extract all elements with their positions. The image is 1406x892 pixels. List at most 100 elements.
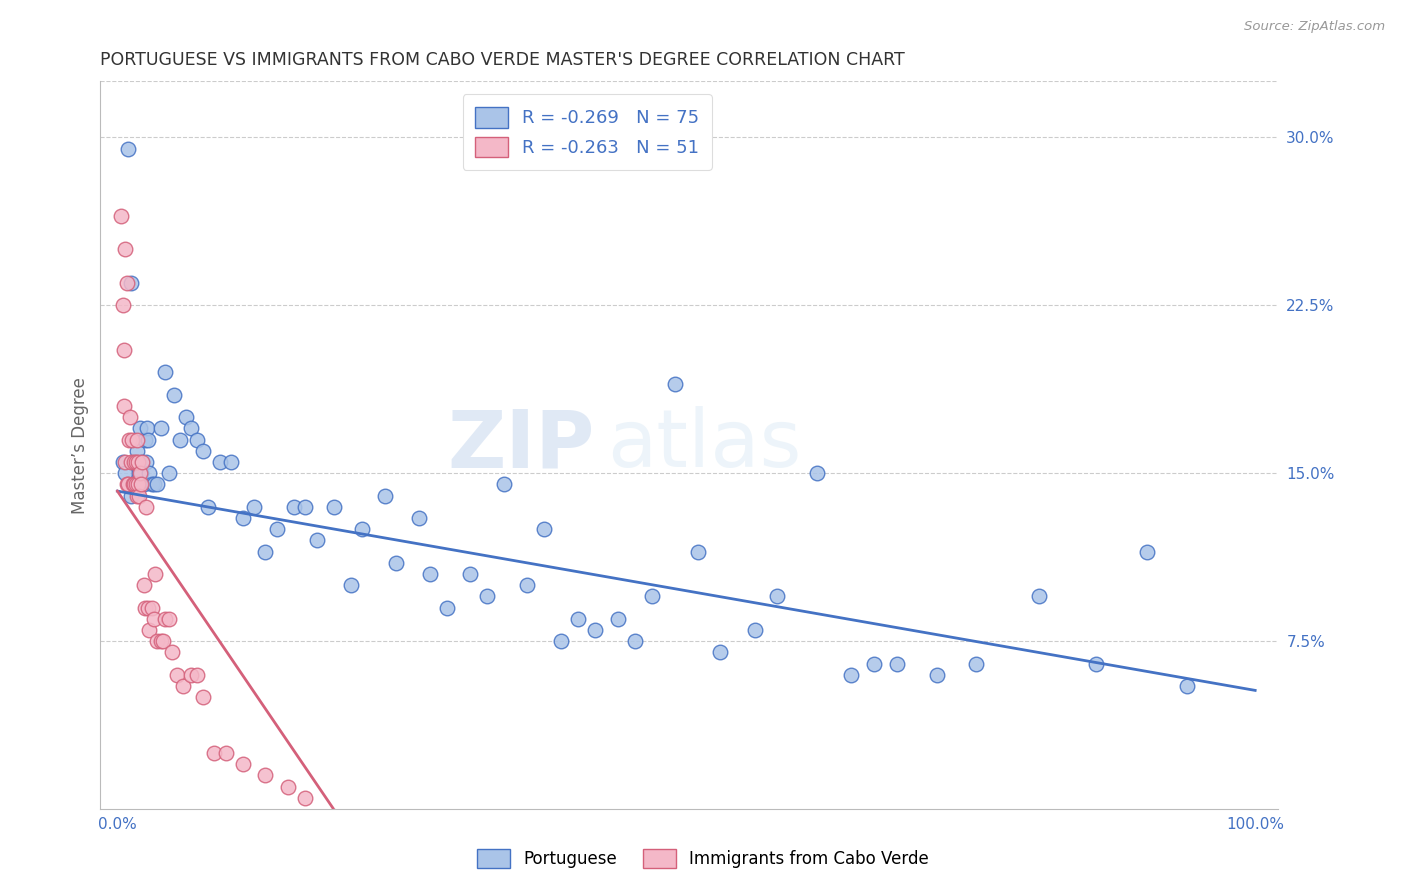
Point: [131, 455, 153, 469]
Point: [127, 477, 149, 491]
Point: [142, 612, 165, 626]
Point: [157, 466, 180, 480]
Point: [202, 746, 225, 760]
Point: [138, 623, 160, 637]
Point: [132, 477, 155, 491]
Point: [129, 466, 152, 480]
Point: [157, 612, 180, 626]
Point: [863, 657, 886, 671]
Legend: Portuguese, Immigrants from Cabo Verde: Portuguese, Immigrants from Cabo Verde: [471, 842, 935, 875]
Point: [125, 443, 148, 458]
Point: [131, 477, 153, 491]
Point: [374, 489, 396, 503]
Point: [232, 757, 254, 772]
Point: [129, 421, 152, 435]
Point: [128, 489, 150, 503]
Point: [567, 612, 589, 626]
Point: [118, 410, 141, 425]
Point: [114, 466, 136, 480]
Point: [118, 433, 141, 447]
Point: [458, 566, 481, 581]
Point: [214, 746, 236, 760]
Point: [180, 667, 202, 681]
Point: [124, 455, 146, 469]
Point: [121, 433, 143, 447]
Point: [174, 410, 197, 425]
Point: [138, 466, 160, 480]
Point: [266, 522, 288, 536]
Point: [408, 511, 430, 525]
Point: [136, 433, 159, 447]
Y-axis label: Master’s Degree: Master’s Degree: [72, 376, 89, 514]
Text: ZIP: ZIP: [447, 406, 595, 484]
Point: [160, 645, 183, 659]
Point: [134, 433, 156, 447]
Point: [169, 433, 191, 447]
Point: [583, 623, 606, 637]
Legend: R = -0.269   N = 75, R = -0.263   N = 51: R = -0.269 N = 75, R = -0.263 N = 51: [463, 94, 711, 170]
Point: [143, 566, 166, 581]
Point: [494, 477, 516, 491]
Point: [641, 590, 664, 604]
Point: [146, 634, 169, 648]
Point: [744, 623, 766, 637]
Point: [709, 645, 731, 659]
Point: [516, 578, 538, 592]
Point: [149, 634, 172, 648]
Point: [112, 298, 135, 312]
Point: [125, 433, 148, 447]
Point: [208, 455, 231, 469]
Point: [153, 612, 176, 626]
Point: [163, 388, 186, 402]
Point: [419, 566, 441, 581]
Point: [132, 578, 155, 592]
Point: [135, 500, 157, 514]
Point: [766, 590, 789, 604]
Point: [180, 421, 202, 435]
Point: [191, 443, 214, 458]
Point: [136, 600, 159, 615]
Point: [149, 421, 172, 435]
Point: [146, 477, 169, 491]
Point: [624, 634, 647, 648]
Point: [141, 600, 163, 615]
Point: [152, 634, 174, 648]
Point: [305, 533, 328, 548]
Point: [550, 634, 572, 648]
Point: [117, 142, 139, 156]
Point: [686, 544, 709, 558]
Point: [1028, 590, 1050, 604]
Point: [191, 690, 214, 705]
Point: [186, 667, 208, 681]
Point: [186, 433, 208, 447]
Point: [254, 768, 277, 782]
Point: [115, 477, 138, 491]
Point: [172, 679, 194, 693]
Text: Source: ZipAtlas.com: Source: ZipAtlas.com: [1244, 20, 1385, 33]
Point: [283, 500, 305, 514]
Point: [1136, 544, 1159, 558]
Point: [136, 421, 159, 435]
Point: [254, 544, 277, 558]
Point: [607, 612, 630, 626]
Point: [134, 600, 156, 615]
Point: [135, 455, 157, 469]
Point: [277, 780, 299, 794]
Point: [232, 511, 254, 525]
Point: [131, 455, 153, 469]
Point: [322, 500, 344, 514]
Point: [114, 242, 136, 256]
Point: [117, 477, 139, 491]
Point: [127, 477, 149, 491]
Point: [294, 790, 316, 805]
Point: [128, 466, 150, 480]
Point: [965, 657, 987, 671]
Point: [112, 343, 135, 357]
Text: PORTUGUESE VS IMMIGRANTS FROM CABO VERDE MASTER'S DEGREE CORRELATION CHART: PORTUGUESE VS IMMIGRANTS FROM CABO VERDE…: [100, 51, 905, 69]
Point: [120, 489, 142, 503]
Point: [477, 590, 499, 604]
Point: [124, 477, 146, 491]
Point: [197, 500, 219, 514]
Text: atlas: atlas: [607, 406, 801, 484]
Point: [115, 276, 138, 290]
